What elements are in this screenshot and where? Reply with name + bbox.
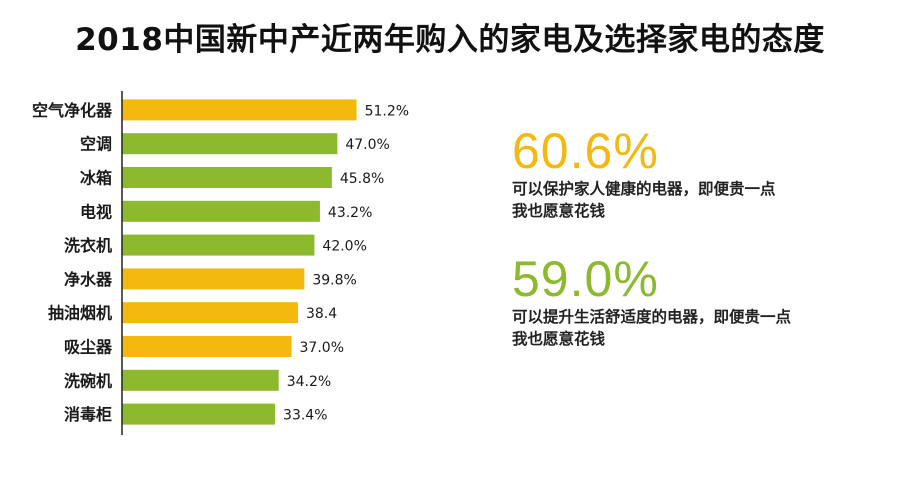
bar — [122, 369, 279, 391]
category-label: 抽油烟机 — [48, 304, 112, 323]
value-label: 47.0% — [345, 137, 389, 153]
stat-comfort-line2: 我也愿意花钱 — [512, 330, 606, 348]
category-label: 洗衣机 — [64, 236, 112, 255]
bar — [122, 302, 298, 324]
value-label: 45.8% — [340, 171, 384, 187]
stat-comfort: 59.0% 可以提升生活舒适度的电器，即便贵一点 我也愿意花钱 — [512, 252, 892, 350]
category-label: 消毒柜 — [64, 405, 112, 424]
bar — [122, 200, 320, 222]
category-label: 空气净化器 — [32, 101, 113, 120]
stat-comfort-value: 59.0% — [512, 251, 659, 307]
stat-comfort-line1: 可以提升生活舒适度的电器，即便贵一点 — [512, 308, 792, 326]
value-label: 51.2% — [365, 103, 409, 119]
category-label: 洗碗机 — [64, 371, 112, 390]
value-label: 38.4 — [306, 306, 337, 322]
stat-health-value: 60.6% — [512, 123, 659, 179]
bar — [122, 99, 357, 121]
bar — [122, 336, 292, 357]
stat-health-line2: 我也愿意花钱 — [512, 202, 606, 220]
bar — [122, 234, 315, 256]
category-label: 净水器 — [64, 270, 113, 289]
value-label: 33.4% — [283, 408, 327, 424]
value-label: 39.8% — [312, 272, 356, 288]
stat-health: 60.6% 可以保护家人健康的电器，即便贵一点 我也愿意花钱 — [512, 124, 892, 222]
value-label: 43.2% — [328, 205, 372, 221]
chart-title: 2018中国新中产近两年购入的家电及选择家电的态度 — [75, 22, 825, 58]
category-label: 冰箱 — [80, 169, 112, 188]
category-label: 空调 — [80, 135, 112, 154]
value-label: 42.0% — [322, 239, 366, 255]
bar — [122, 167, 332, 188]
bar — [122, 133, 338, 155]
bar — [122, 268, 305, 290]
category-label: 电视 — [80, 202, 112, 221]
category-label: 吸尘器 — [64, 338, 113, 357]
bar-chart: 空气净化器 51.2% 空调 47.0% 冰箱 45.8% 电视 43.2% 洗衣机 42.0% 净… — [32, 91, 409, 435]
value-label: 34.2% — [287, 374, 331, 390]
bar — [122, 403, 276, 425]
stat-health-line1: 可以保护家人健康的电器，即便贵一点 — [512, 180, 776, 198]
value-label: 37.0% — [300, 340, 344, 356]
